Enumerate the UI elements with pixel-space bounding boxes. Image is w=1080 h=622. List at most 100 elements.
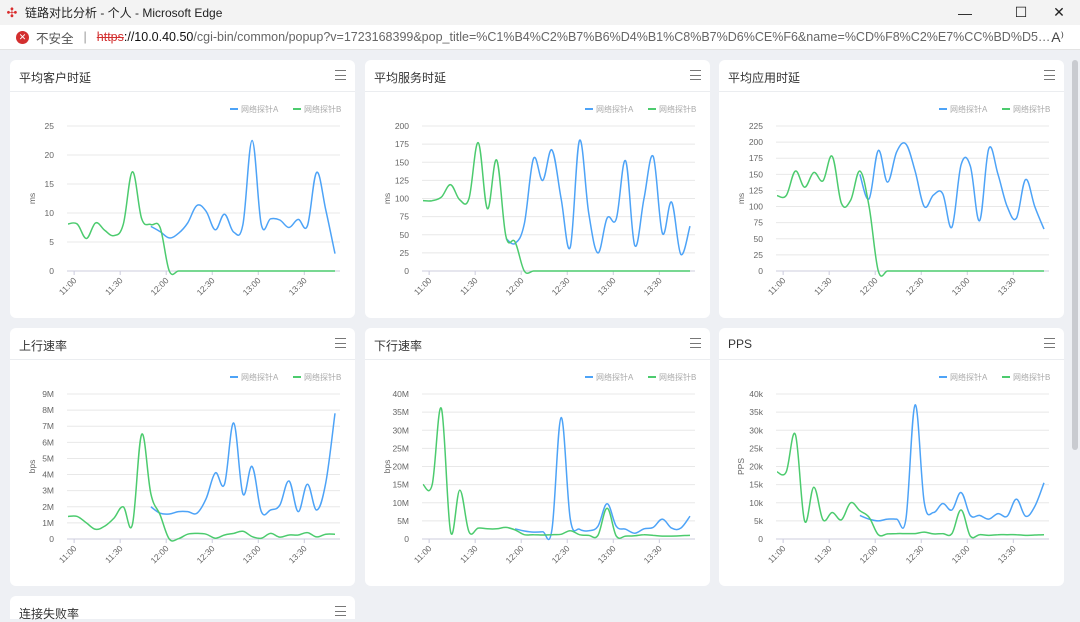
y-axis-label: ms xyxy=(382,193,392,204)
x-tick-label: 11:00 xyxy=(766,275,788,297)
x-tick-label: 11:30 xyxy=(103,543,125,565)
scrollbar[interactable] xyxy=(1072,60,1078,450)
menu-icon[interactable] xyxy=(1044,338,1055,348)
y-tick-label: 125 xyxy=(749,185,763,195)
minimize-button[interactable]: — xyxy=(958,4,972,21)
legend-label[interactable]: 网络探针A xyxy=(241,372,279,382)
title-bar: ✣ 链路对比分析 - 个人 - Microsoft Edge — ☐ ✕ xyxy=(0,0,1080,25)
y-tick-label: 225 xyxy=(749,121,763,131)
legend-label[interactable]: 网络探针A xyxy=(596,104,634,114)
y-tick-label: 1M xyxy=(42,518,54,528)
x-tick-label: 13:30 xyxy=(287,543,309,565)
x-tick-label: 13:00 xyxy=(950,275,972,297)
y-tick-label: 8M xyxy=(42,405,54,415)
x-tick-label: 11:00 xyxy=(57,275,79,297)
series-line-probe-b xyxy=(422,141,690,275)
card-title: 平均客户时延 xyxy=(19,71,92,85)
y-tick-label: 0 xyxy=(49,534,54,544)
line-chart: 网络探针A 网络探针B 0 5k 10k 15k 20k 25k 30k 35k 40k PPS 11:… xyxy=(736,372,1050,565)
y-tick-label: 100 xyxy=(749,202,763,212)
x-tick-label: 12:00 xyxy=(149,543,171,565)
url-host[interactable]: ://10.0.40.50 xyxy=(123,30,194,44)
y-tick-label: 20M xyxy=(392,462,409,472)
x-tick-label: 11:30 xyxy=(812,543,834,565)
read-aloud-icon[interactable]: A⁾ xyxy=(1051,29,1064,45)
legend-label[interactable]: 网络探针A xyxy=(241,104,279,114)
series-line-probe-b xyxy=(422,407,691,540)
y-tick-label: 175 xyxy=(395,139,409,149)
chart-card: 上行速率 网络探针A 网络探针B 0 1M 2M 3M 4M 5M 6M 7M 8M 9M bps 11:0… xyxy=(10,328,355,586)
close-button[interactable]: ✕ xyxy=(1053,4,1065,20)
x-tick-label: 12:30 xyxy=(550,543,572,565)
y-axis-label: ms xyxy=(736,193,746,204)
legend-label[interactable]: 网络探针B xyxy=(659,104,696,114)
x-tick-label: 12:00 xyxy=(504,275,526,297)
y-tick-label: 5k xyxy=(754,516,764,526)
legend-label[interactable]: 网络探针A xyxy=(950,372,988,382)
not-secure-icon[interactable]: ✕ xyxy=(16,30,29,44)
menu-icon[interactable] xyxy=(690,70,701,80)
legend-label[interactable]: 网络探针B xyxy=(1013,372,1050,382)
y-tick-label: 20k xyxy=(749,462,763,472)
y-tick-label: 10M xyxy=(392,498,409,508)
y-tick-label: 6M xyxy=(42,437,54,447)
legend-label[interactable]: 网络探针B xyxy=(304,372,341,382)
x-tick-label: 11:00 xyxy=(57,543,79,565)
y-tick-label: 9M xyxy=(42,389,54,399)
series-line-probe-a xyxy=(150,413,336,516)
legend-label[interactable]: 网络探针B xyxy=(1013,104,1050,114)
security-label[interactable]: 不安全 xyxy=(36,31,74,46)
y-tick-label: 15M xyxy=(392,480,409,490)
series-line-probe-b xyxy=(67,433,336,542)
legend-label[interactable]: 网络探针A xyxy=(596,372,634,382)
x-tick-label: 12:30 xyxy=(195,275,217,297)
y-tick-label: 175 xyxy=(749,153,763,163)
menu-icon[interactable] xyxy=(690,338,701,348)
x-tick-label: 11:00 xyxy=(412,275,434,297)
chart-card: PPS 网络探针A 网络探针B 0 5k 10k 15k 20k 25k 30k 35k 40k PPS… xyxy=(719,328,1064,586)
y-tick-label: 125 xyxy=(395,175,409,185)
menu-icon[interactable] xyxy=(335,338,346,348)
y-tick-label: 100 xyxy=(395,194,409,204)
x-tick-label: 12:30 xyxy=(550,275,572,297)
y-tick-label: 25M xyxy=(392,443,409,453)
chart-card: 平均客户时延 网络探针A 网络探针B 0 5 10 15 20 25 ms 11:00 11:30 12… xyxy=(10,60,355,318)
x-tick-label: 11:30 xyxy=(458,275,480,297)
y-tick-label: 50 xyxy=(754,234,764,244)
legend-label[interactable]: 网络探针A xyxy=(950,104,988,114)
y-tick-label: 150 xyxy=(749,169,763,179)
y-axis-label: PPS xyxy=(736,458,746,475)
card-title: 平均服务时延 xyxy=(374,71,447,85)
address-bar[interactable]: ✕ 不安全 | https ://10.0.40.50 /cgi-bin/com… xyxy=(0,25,1080,50)
x-tick-label: 11:00 xyxy=(412,543,434,565)
maximize-button[interactable]: ☐ xyxy=(1014,4,1028,20)
menu-icon[interactable] xyxy=(1044,70,1055,80)
y-tick-label: 150 xyxy=(395,157,409,167)
url-path[interactable]: /cgi-bin/common/popup?v=1723168399&pop_t… xyxy=(193,30,1053,44)
y-tick-label: 35k xyxy=(749,407,763,417)
window-title: 链路对比分析 - 个人 - Microsoft Edge xyxy=(25,6,223,20)
y-tick-label: 35M xyxy=(392,407,409,417)
y-tick-label: 10k xyxy=(749,498,763,508)
y-tick-label: 30k xyxy=(749,425,763,435)
chart-card: 下行速率 网络探针A 网络探针B 0 5M 10M 15M 20M 25M 30M 35M 40M bp… xyxy=(365,328,710,586)
url-protocol[interactable]: https xyxy=(96,30,124,44)
x-tick-label: 13:00 xyxy=(596,275,618,297)
x-tick-label: 12:30 xyxy=(904,275,926,297)
y-tick-label: 7M xyxy=(42,421,54,431)
y-tick-label: 5M xyxy=(42,453,54,463)
y-tick-label: 10 xyxy=(45,208,55,218)
series-line-probe-a xyxy=(859,404,1045,529)
y-tick-label: 75 xyxy=(400,212,410,222)
y-tick-label: 40k xyxy=(749,389,763,399)
menu-icon[interactable] xyxy=(335,70,346,80)
x-tick-label: 12:00 xyxy=(149,275,171,297)
chart-card: 平均应用时延 网络探针A 网络探针B 0 25 50 75 100 125 150 175 200 22… xyxy=(719,60,1064,318)
x-tick-label: 12:00 xyxy=(504,543,526,565)
card-title: PPS xyxy=(728,337,753,351)
x-tick-label: 11:30 xyxy=(458,543,480,565)
legend-label[interactable]: 网络探针B xyxy=(304,104,341,114)
y-tick-label: 25k xyxy=(749,443,763,453)
menu-icon[interactable] xyxy=(335,606,346,616)
legend-label[interactable]: 网络探针B xyxy=(659,372,696,382)
